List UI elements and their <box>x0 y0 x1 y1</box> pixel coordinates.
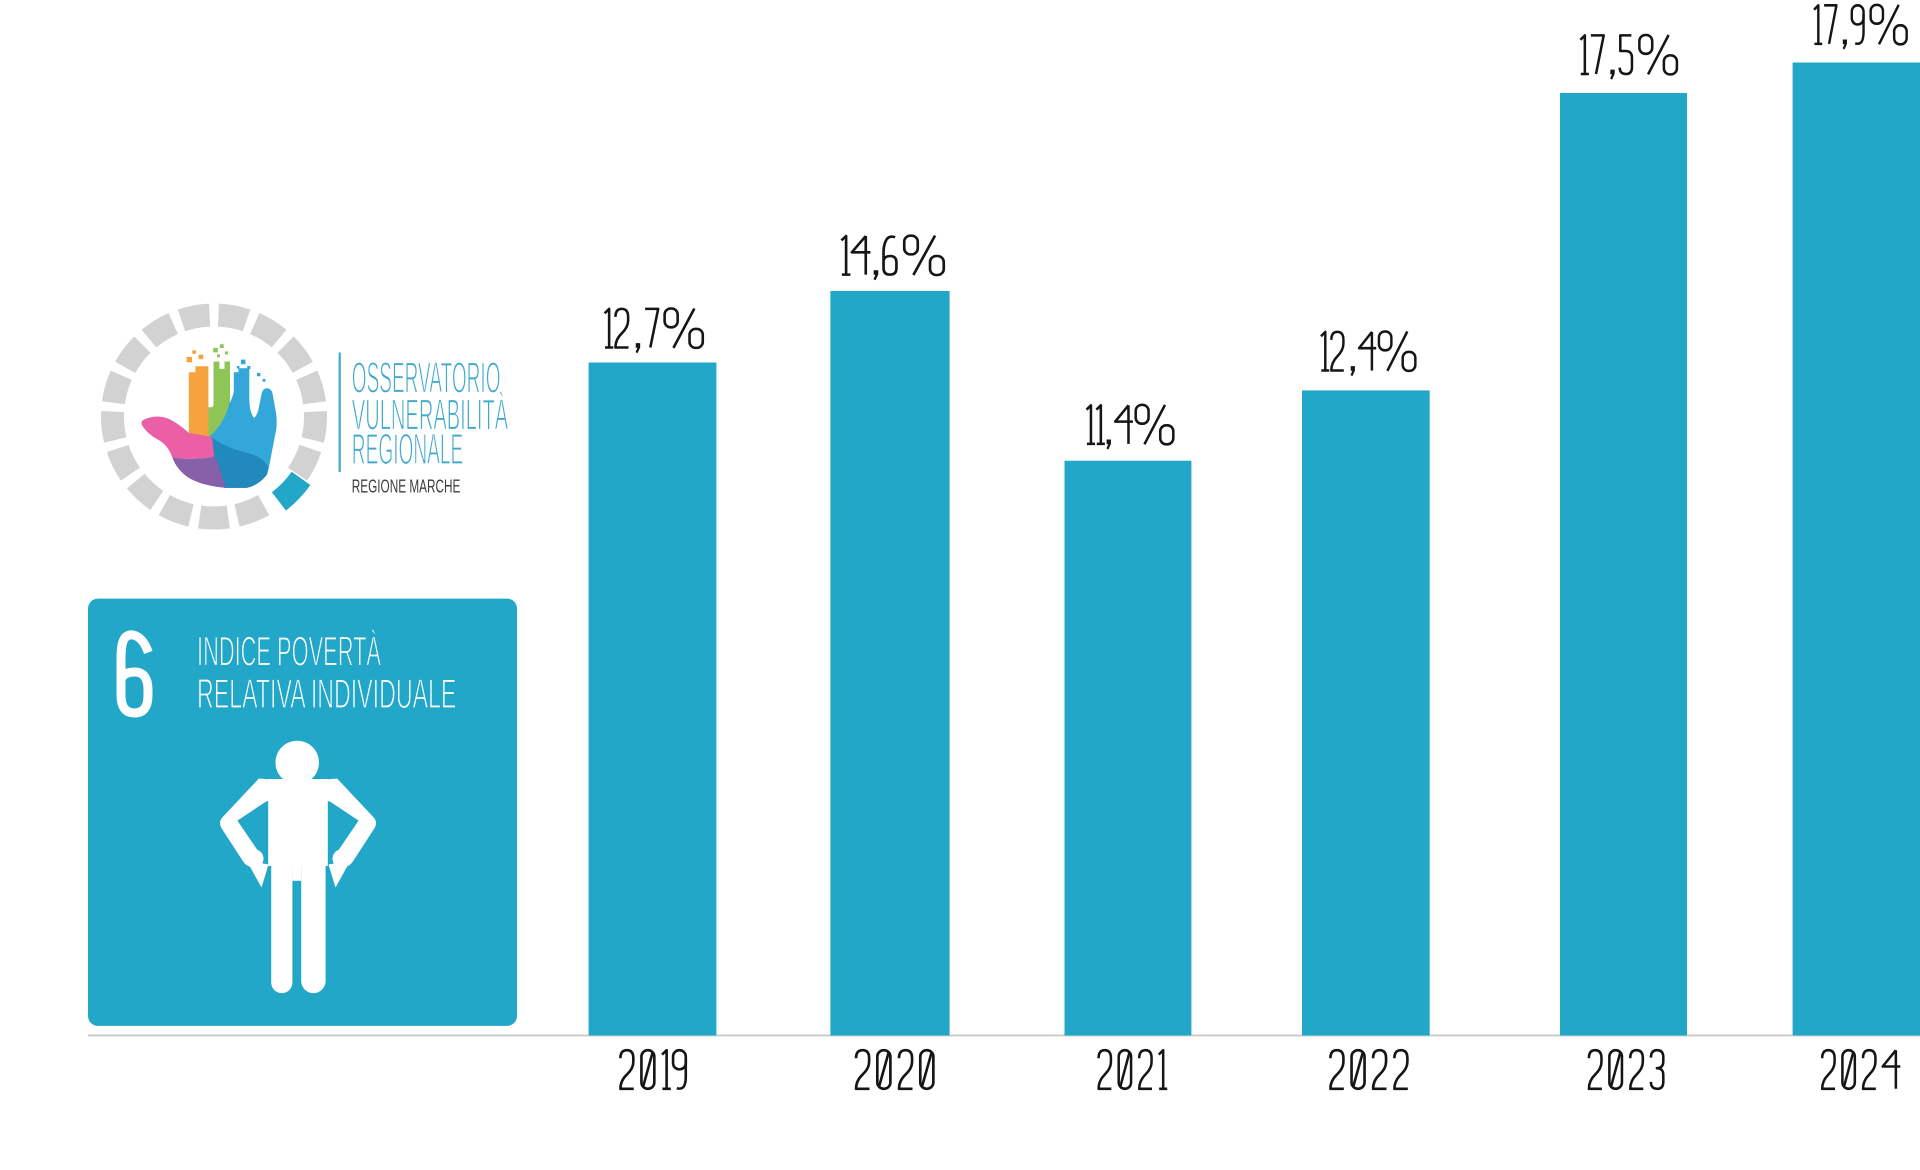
svg-text:VULNERABILITÀ: VULNERABILITÀ <box>352 391 508 440</box>
svg-text:REGIONALE: REGIONALE <box>352 426 464 474</box>
svg-text:INDICE POVERTÀ: INDICE POVERTÀ <box>197 628 381 675</box>
svg-text:REGIONE MARCHE: REGIONE MARCHE <box>352 476 461 497</box>
svg-text:OSSERVATORIO: OSSERVATORIO <box>352 354 501 402</box>
svg-text:RELATIVA INDIVIDUALE: RELATIVA INDIVIDUALE <box>197 670 456 717</box>
